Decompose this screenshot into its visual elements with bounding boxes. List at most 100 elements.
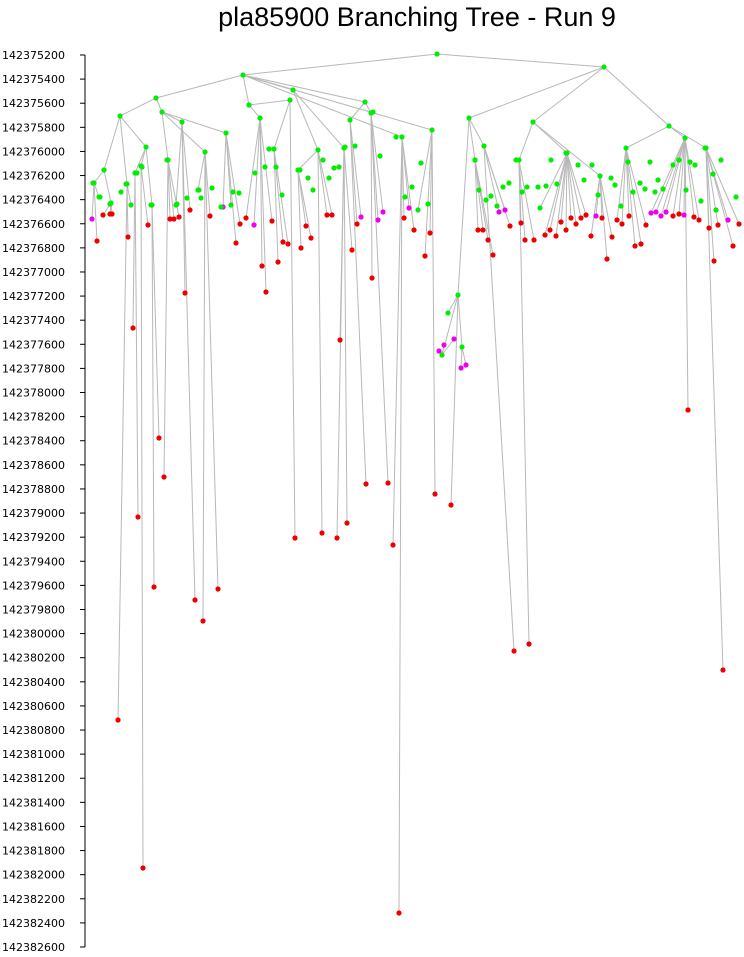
tree-node: [655, 177, 661, 183]
y-tick-label: 142382000: [2, 869, 65, 882]
tree-edge: [684, 137, 695, 218]
tree-node: [524, 184, 530, 190]
tree-edge: [668, 125, 707, 149]
tree-node: [687, 159, 693, 165]
tree-node: [358, 214, 364, 220]
tree-node: [396, 910, 402, 916]
tree-node: [458, 365, 464, 371]
tree-node: [243, 215, 249, 221]
tree-node: [682, 135, 688, 141]
tree-edge: [625, 147, 630, 217]
tree-node: [347, 117, 353, 123]
tree-edge: [539, 152, 568, 209]
tree-node: [485, 237, 491, 243]
tree-edge: [616, 147, 627, 221]
tree-node: [100, 212, 106, 218]
tree-node: [143, 144, 149, 150]
tree-edge: [134, 172, 139, 518]
tree-edge: [134, 146, 147, 174]
tree-node: [710, 171, 716, 177]
tree-edge: [566, 152, 587, 216]
tree-node: [117, 113, 123, 119]
tree-node: [123, 181, 129, 187]
tree-edge: [370, 112, 389, 484]
tree-edge: [660, 137, 686, 217]
tree-node: [167, 216, 173, 222]
tree-node: [500, 184, 506, 190]
y-tick-label: 142375200: [2, 49, 65, 62]
tree-edge: [126, 183, 132, 206]
tree-node: [275, 259, 281, 265]
tree-edge: [242, 74, 366, 103]
y-tick-label: 142378600: [2, 459, 65, 472]
tree-node: [362, 99, 368, 105]
tree-node: [319, 530, 325, 536]
tree-edge: [518, 121, 534, 161]
tree-edge: [343, 147, 348, 524]
tree-node: [434, 51, 440, 57]
tree-node: [488, 193, 494, 199]
tree-edge: [401, 136, 405, 219]
tree-edge: [672, 137, 686, 217]
y-tick-label: 142376000: [2, 145, 65, 158]
tree-node: [652, 189, 658, 195]
tree-node: [718, 157, 724, 163]
tree-node: [513, 157, 519, 163]
tree-edge: [603, 66, 670, 127]
tree-edge: [565, 152, 568, 231]
tree-node: [298, 245, 304, 251]
tree-edge: [447, 294, 459, 314]
tree-edge: [532, 66, 605, 123]
tree-node: [349, 247, 355, 253]
y-tick-label: 142379000: [2, 507, 65, 520]
tree-node: [320, 157, 326, 163]
y-tick-label: 142380000: [2, 628, 65, 641]
tree-node: [176, 214, 182, 220]
tree-node: [240, 72, 246, 78]
tree-node: [466, 115, 472, 121]
y-tick-label: 142382400: [2, 917, 65, 930]
tree-node: [290, 87, 296, 93]
tree-edge: [297, 149, 319, 171]
tree-edge: [151, 204, 155, 588]
tree-node: [134, 170, 140, 176]
tree-edge: [155, 74, 244, 99]
tree-edge: [259, 117, 273, 222]
tree-edge: [197, 151, 206, 191]
tree-node: [483, 197, 489, 203]
tree-edge: [392, 136, 403, 546]
tree-node: [97, 194, 103, 200]
tree-node: [526, 641, 532, 647]
tree-node: [441, 342, 447, 348]
tree-edge: [292, 89, 319, 151]
tree-node: [174, 201, 180, 207]
tree-node: [599, 215, 605, 221]
tree-node: [614, 217, 620, 223]
y-tick-label: 142377800: [2, 362, 65, 375]
tree-node: [369, 275, 375, 281]
tree-node: [715, 222, 721, 228]
tree-node: [415, 207, 421, 213]
tree-node: [681, 212, 687, 218]
tree-node: [184, 195, 190, 201]
tree-edge: [225, 132, 241, 225]
tree-edge: [242, 74, 250, 106]
tree-node: [406, 205, 412, 211]
tree-node: [626, 213, 632, 219]
tree-node: [448, 502, 454, 508]
tree-node: [218, 204, 224, 210]
tree-edge: [424, 129, 433, 257]
tree-node: [329, 212, 335, 218]
tree-node: [153, 95, 159, 101]
tree-node: [429, 127, 435, 133]
tree-edge: [259, 117, 263, 267]
tree-edge: [339, 147, 345, 341]
tree-node: [595, 192, 601, 198]
tree-node: [548, 157, 554, 163]
tree-edge: [665, 137, 686, 213]
tree-node: [439, 352, 445, 358]
tree-node: [733, 194, 739, 200]
tree-node: [128, 202, 134, 208]
tree-edge: [117, 183, 128, 721]
tree-node: [380, 209, 386, 215]
